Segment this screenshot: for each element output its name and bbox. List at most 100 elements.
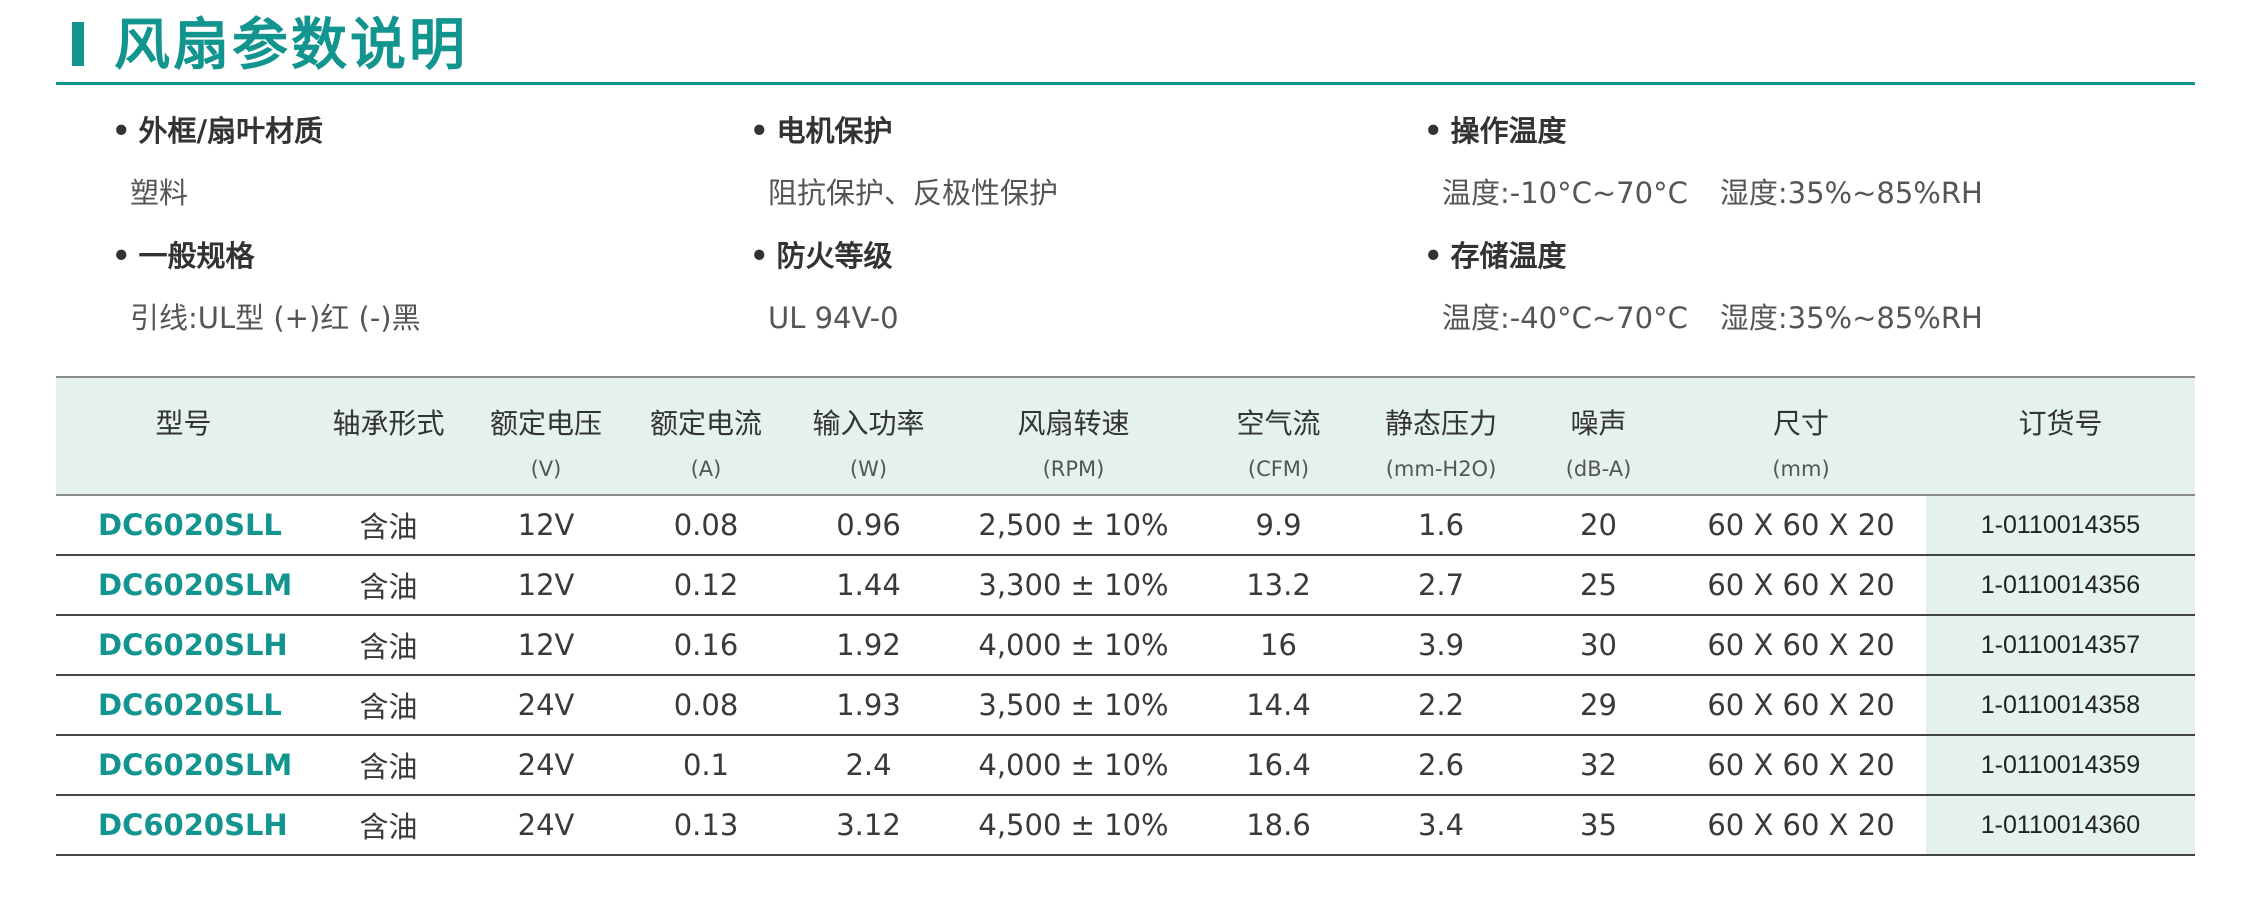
spec-heading-storage-temp: • 存储温度 [1424,236,1567,276]
header-dimensions: 尺寸 (mm) [1676,377,1926,495]
cell-order-number: 1-0110014358 [1926,675,2195,736]
cell-input-power: 2.4 [786,735,951,796]
spec-heading-frame-material: • 外框/扇叶材质 [112,111,323,151]
cell-rated-current: 0.08 [626,495,786,556]
spec-value-storage-temp: 温度:-40°C~70°C 湿度:35%~85%RH [1442,298,1983,338]
cell-dimensions: 60 X 60 X 20 [1676,495,1926,556]
spec-value-operating-temp: 温度:-10°C~70°C 湿度:35%~85%RH [1442,173,1983,213]
cell-input-power: 3.12 [786,795,951,856]
header-rated-current: 额定电流 (A) [626,377,786,495]
cell-input-power: 1.44 [786,555,951,616]
storage-humidity: 湿度:35%~85%RH [1719,301,1983,335]
spec-heading-motor-protection: • 电机保护 [750,111,893,151]
header-model: 型号 [56,377,311,495]
bullet: • [1424,239,1443,273]
bullet: • [112,114,131,148]
cell-order-number: 1-0110014357 [1926,615,2195,676]
cell-noise: 20 [1521,495,1676,556]
cell-rated-voltage: 24V [466,795,626,856]
header-rated-voltage: 额定电压 (V) [466,377,626,495]
cell-fan-speed: 2,500 ± 10% [951,495,1196,556]
header-static-pressure: 静态压力 (mm-H2O) [1361,377,1521,495]
cell-rated-voltage: 12V [466,495,626,556]
cell-airflow: 13.2 [1196,555,1361,616]
spec-heading-label: 防火等级 [776,239,893,273]
cell-static-pressure: 3.9 [1361,615,1521,676]
header-label: 空气流 [1236,407,1321,440]
cell-rated-voltage: 24V [466,675,626,736]
header-bearing: 轴承形式 [311,377,466,495]
cell-bearing: 含油 [311,675,466,736]
cell-bearing: 含油 [311,615,466,676]
table-row: DC6020SLL 含油 24V 0.08 1.93 3,500 ± 10% 14.4 2.2… [56,675,2195,736]
header-label: 额定电流 [649,407,762,440]
header-label: 静态压力 [1384,407,1497,440]
header-unit: (CFM) [1247,457,1310,481]
table-header-row: 型号 轴承形式 额定电压 (V) 额定电流 (A) 输入功率 (W) 风扇转速 (RPM… [56,377,2195,495]
cell-static-pressure: 1.6 [1361,495,1521,556]
cell-static-pressure: 2.7 [1361,555,1521,616]
cell-rated-current: 0.08 [626,675,786,736]
fan-spec-table: 型号 轴承形式 额定电压 (V) 额定电流 (A) 输入功率 (W) 风扇转速 (RPM… [56,376,2195,856]
cell-rated-current: 0.12 [626,555,786,616]
cell-noise: 35 [1521,795,1676,856]
header-unit: (V) [530,457,562,481]
header-airflow: 空气流 (CFM) [1196,377,1361,495]
header-input-power: 输入功率 (W) [786,377,951,495]
cell-airflow: 9.9 [1196,495,1361,556]
cell-model: DC6020SLM [56,735,311,796]
header-noise: 噪声 (dB-A) [1521,377,1676,495]
cell-fan-speed: 4,000 ± 10% [951,735,1196,796]
cell-model: DC6020SLM [56,555,311,616]
title-divider [56,82,2195,85]
header-label: 噪声 [1570,407,1627,440]
spec-heading-label: 外框/扇叶材质 [138,114,324,148]
header-fan-speed: 风扇转速 (RPM) [951,377,1196,495]
spec-heading-fire-rating: • 防火等级 [750,236,893,276]
cell-fan-speed: 3,300 ± 10% [951,555,1196,616]
header-unit: (mm-H2O) [1385,457,1497,481]
bullet: • [112,239,131,273]
cell-input-power: 1.93 [786,675,951,736]
spec-value-motor-protection: 阻抗保护、反极性保护 [768,176,1059,210]
spec-heading-label: 操作温度 [1450,114,1567,148]
bullet: • [750,239,769,273]
spec-value-general: 引线:UL型 (+)红 (-)黑 [130,301,421,335]
header-unit: (mm) [1772,457,1830,481]
header-unit: (dB-A) [1565,457,1632,481]
cell-bearing: 含油 [311,495,466,556]
header-label: 尺寸 [1772,407,1829,440]
header-label: 订货号 [2018,407,2103,440]
cell-rated-voltage: 12V [466,555,626,616]
cell-noise: 29 [1521,675,1676,736]
header-unit: (W) [849,457,888,481]
cell-fan-speed: 4,500 ± 10% [951,795,1196,856]
operating-temperature: 温度:-10°C~70°C [1442,176,1688,210]
header-label: 额定电压 [489,407,602,440]
cell-order-number: 1-0110014355 [1926,495,2195,556]
page-title: 风扇参数说明 [114,13,468,78]
cell-fan-speed: 3,500 ± 10% [951,675,1196,736]
cell-order-number: 1-0110014360 [1926,795,2195,856]
cell-model: DC6020SLL [56,495,311,556]
cell-bearing: 含油 [311,735,466,796]
spec-heading-operating-temp: • 操作温度 [1424,111,1567,151]
spec-value-fire-rating: UL 94V-0 [768,301,899,335]
cell-order-number: 1-0110014356 [1926,555,2195,616]
bullet: • [1424,114,1443,148]
table-row: DC6020SLM 含油 12V 0.12 1.44 3,300 ± 10% 13.2 2.7… [56,555,2195,616]
title-accent-bar [72,22,84,66]
cell-dimensions: 60 X 60 X 20 [1676,675,1926,736]
table-body: DC6020SLL 含油 12V 0.08 0.96 2,500 ± 10% 9.9 1.6 2… [56,495,2195,856]
cell-bearing: 含油 [311,795,466,856]
cell-model: DC6020SLL [56,675,311,736]
bullet: • [750,114,769,148]
cell-rated-current: 0.13 [626,795,786,856]
cell-model: DC6020SLH [56,615,311,676]
cell-dimensions: 60 X 60 X 20 [1676,615,1926,676]
spec-heading-label: 存储温度 [1450,239,1567,273]
cell-bearing: 含油 [311,555,466,616]
cell-input-power: 0.96 [786,495,951,556]
spec-heading-label: 电机保护 [776,114,893,148]
table-row: DC6020SLM 含油 24V 0.1 2.4 4,000 ± 10% 16.4 2.6 32… [56,735,2195,796]
